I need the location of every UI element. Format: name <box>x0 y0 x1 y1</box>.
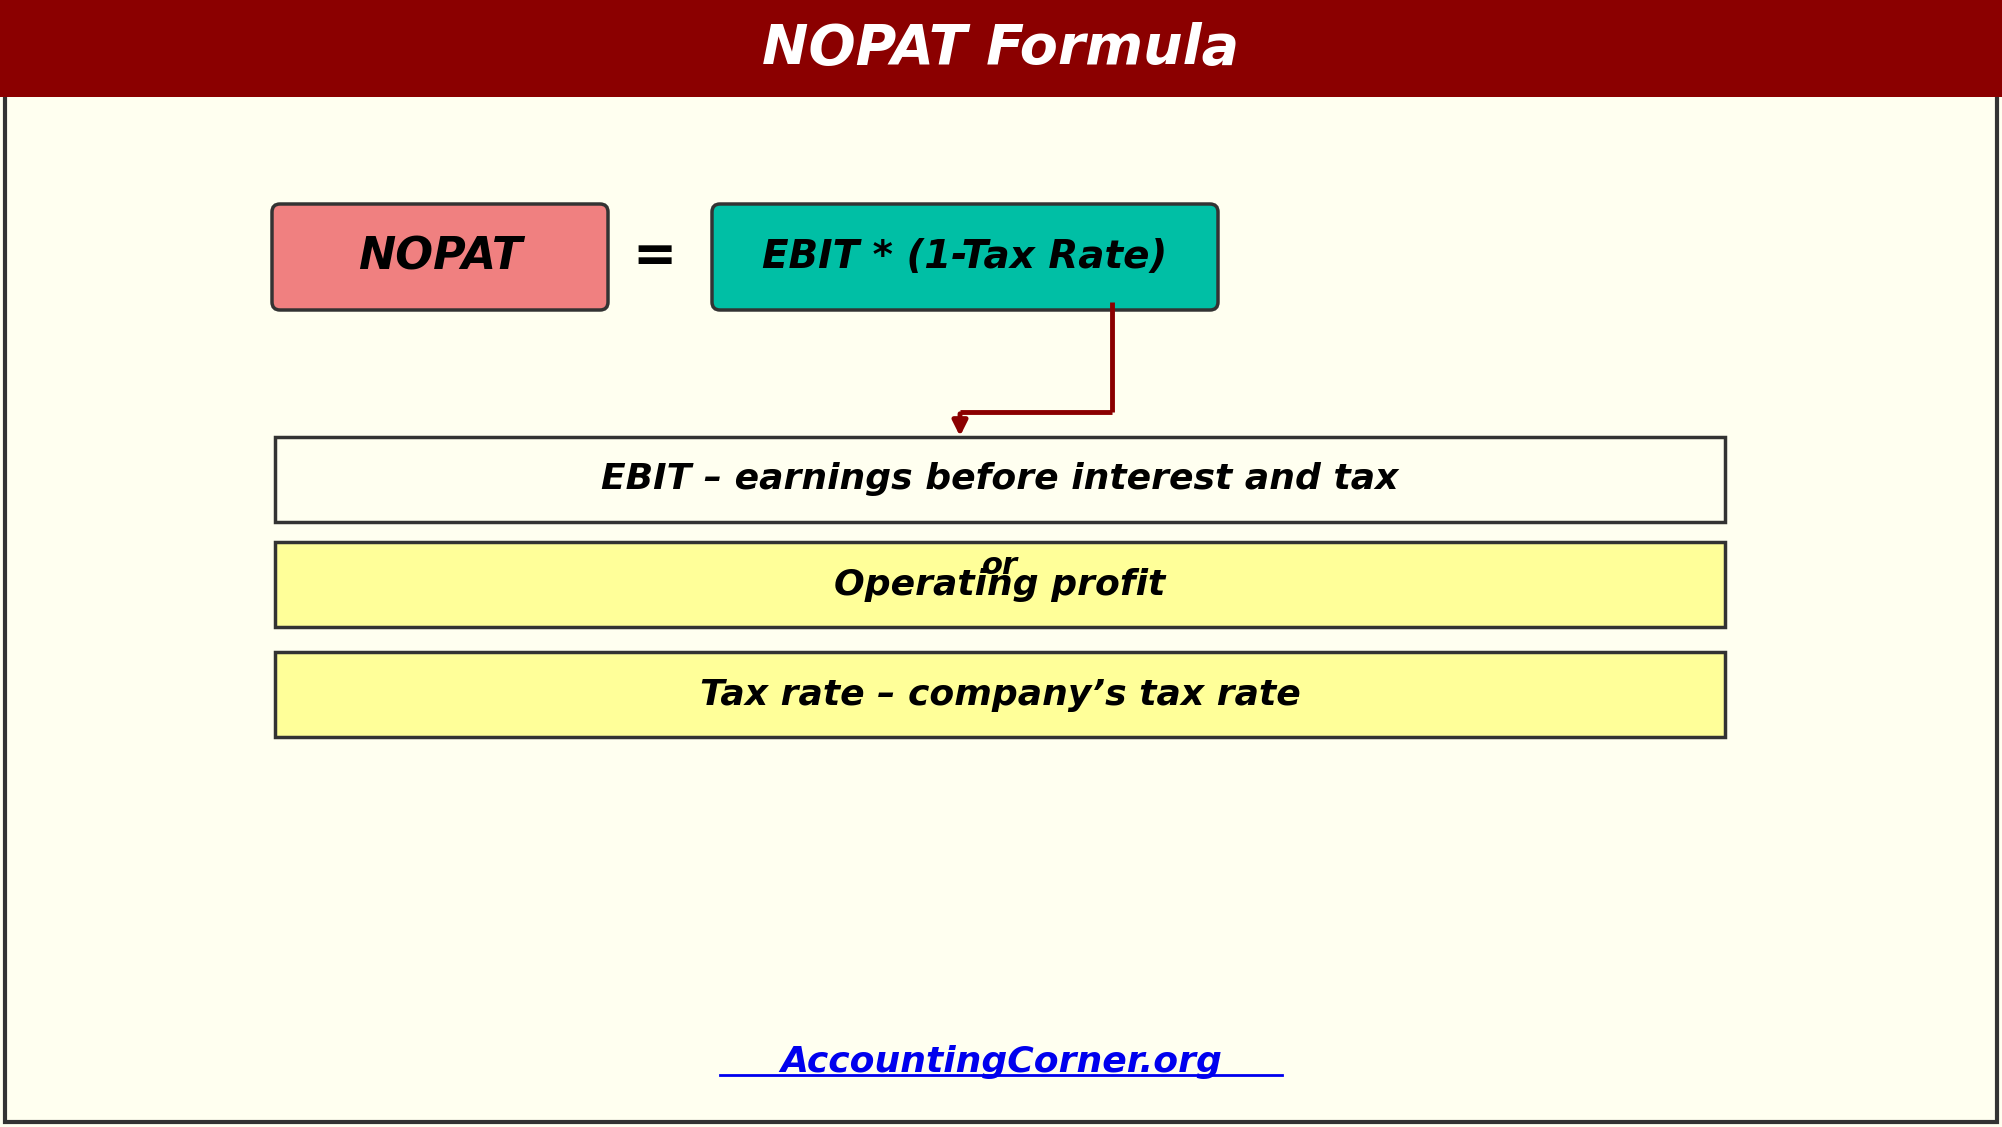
FancyBboxPatch shape <box>272 204 609 310</box>
Text: =: = <box>633 231 677 283</box>
Text: AccountingCorner.org: AccountingCorner.org <box>781 1045 1221 1079</box>
FancyBboxPatch shape <box>713 204 1217 310</box>
Text: EBIT * (1-Tax Rate): EBIT * (1-Tax Rate) <box>763 238 1167 276</box>
FancyBboxPatch shape <box>274 653 1726 737</box>
FancyBboxPatch shape <box>0 0 2002 97</box>
Text: Tax rate – company’s tax rate: Tax rate – company’s tax rate <box>699 677 1301 711</box>
FancyBboxPatch shape <box>274 437 1726 522</box>
Text: EBIT – earnings before interest and tax: EBIT – earnings before interest and tax <box>601 462 1399 497</box>
FancyBboxPatch shape <box>274 542 1726 627</box>
Text: NOPAT Formula: NOPAT Formula <box>763 23 1239 76</box>
Text: Operating profit: Operating profit <box>835 568 1165 602</box>
Text: NOPAT: NOPAT <box>358 236 523 278</box>
Text: or: or <box>983 550 1017 579</box>
